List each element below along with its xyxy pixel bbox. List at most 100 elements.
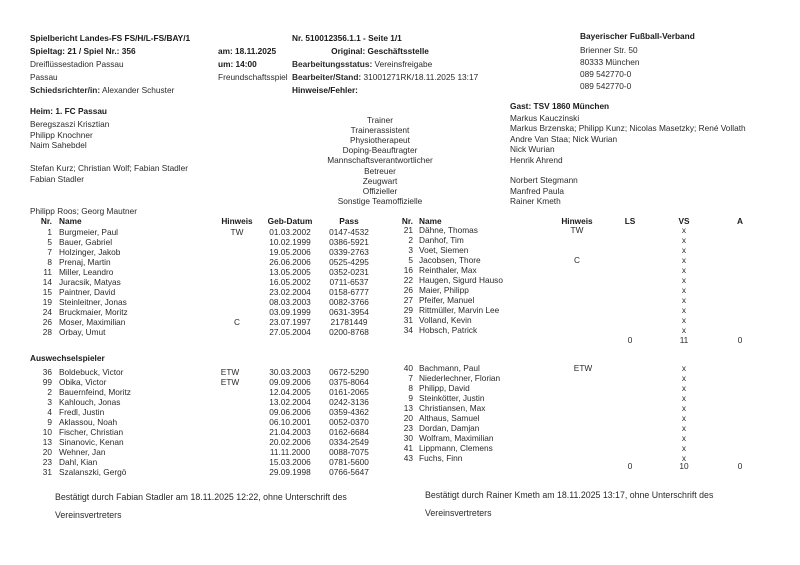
player-birthdate: 27.05.2004 <box>269 327 311 337</box>
status-value: Vereinsfreigabe <box>374 59 433 69</box>
col-header-nr: Nr. <box>401 216 413 226</box>
player-vs-mark: x <box>681 275 687 285</box>
player-name: Fredl, Justin <box>59 407 105 417</box>
subs-total-ls: 0 <box>627 461 633 471</box>
player-name: Wolfram, Maximilian <box>419 433 494 443</box>
guest-staff-entry: Markus Kauczinski <box>510 113 580 123</box>
player-hint: C <box>234 317 240 327</box>
player-number: 19 <box>42 297 52 307</box>
player-number: 15 <box>42 287 52 297</box>
player-number: 8 <box>47 257 52 267</box>
player-pass: 0525-4295 <box>329 257 369 267</box>
player-vs-mark: x <box>681 373 687 383</box>
col-header-vs: VS <box>678 216 690 226</box>
player-name: Aklassou, Noah <box>59 417 118 427</box>
player-number: 16 <box>403 265 413 275</box>
player-name: Lippmann, Clemens <box>419 443 493 453</box>
player-name: Haugen, Sigurd Hauso <box>419 275 503 285</box>
staff-role-label: Doping-Beauftragter <box>342 145 418 156</box>
player-name: Rittmüller, Marvin Lee <box>419 305 500 315</box>
player-birthdate: 12.04.2005 <box>269 387 311 397</box>
player-name: Juracsik, Matyas <box>59 277 121 287</box>
col-header-name: Name <box>59 216 82 226</box>
guest-staff-entry: Henrik Ahrend <box>510 154 563 165</box>
player-birthdate: 11.11.2000 <box>269 447 311 457</box>
player-hint: C <box>574 255 580 265</box>
player-birthdate: 03.09.1999 <box>269 307 311 317</box>
federation-name: Bayerischer Fußball-Verband <box>580 31 695 41</box>
player-pass: 0339-2763 <box>329 247 369 257</box>
player-name: Paintner, David <box>59 287 116 297</box>
total-a: 0 <box>737 335 743 345</box>
staff-role-label: Betreuer <box>364 165 396 176</box>
player-vs-mark: x <box>681 325 687 335</box>
player-number: 40 <box>403 363 413 373</box>
col-header-ls: LS <box>624 216 636 226</box>
player-name: Steinkötter, Justin <box>419 393 485 403</box>
home-staff-entry: Philipp Roos; Georg Mautner <box>30 205 137 216</box>
player-pass: 0161-2065 <box>329 387 369 397</box>
player-name: Bauernfeind, Moritz <box>59 387 131 397</box>
player-vs-mark: x <box>681 443 687 453</box>
match-time: um: 14:00 <box>218 59 257 69</box>
player-name: Christiansen, Max <box>419 403 486 413</box>
player-pass: 0052-0370 <box>329 417 369 427</box>
player-birthdate: 10.02.1999 <box>269 237 311 247</box>
player-number: 43 <box>403 453 413 463</box>
player-number: 99 <box>42 377 52 387</box>
player-birthdate: 30.03.2003 <box>269 367 311 377</box>
report-number: Nr. 510012356.1.1 - Seite 1/1 <box>292 33 402 43</box>
guest-confirmation-line2: Vereinsvertreters <box>425 508 492 518</box>
player-vs-mark: x <box>681 403 687 413</box>
player-name: Obika, Victor <box>59 377 107 387</box>
player-pass: 0162-6684 <box>329 427 369 437</box>
venue: Dreiflüssestadion Passau <box>30 59 124 69</box>
federation-phone: 089 542770-0 <box>580 69 632 79</box>
player-name: Reinthaler, Max <box>419 265 477 275</box>
player-pass: 0386-5921 <box>329 237 369 247</box>
player-number: 41 <box>403 443 413 453</box>
player-name: Fuchs, Finn <box>419 453 463 463</box>
guest-staff-entry: Andre Van Staa; Nick Wurian <box>510 133 618 144</box>
home-staff-entry: Stefan Kurz; Christian Wolf; Fabian Stad… <box>30 163 189 174</box>
player-name: Orbay, Umut <box>59 327 106 337</box>
player-name: Voet, Siemen <box>419 245 469 255</box>
col-header-a: A <box>737 216 743 226</box>
player-number: 10 <box>42 427 52 437</box>
player-birthdate: 06.10.2001 <box>269 417 311 427</box>
player-number: 27 <box>403 295 413 305</box>
home-staff-entry: Naim Sahebdel <box>30 140 87 151</box>
player-birthdate: 19.05.2006 <box>269 247 311 257</box>
player-name: Danhof, Tim <box>419 235 464 245</box>
player-vs-mark: x <box>681 453 687 463</box>
player-number: 28 <box>42 327 52 337</box>
matchday: Spieltag: 21 / Spiel Nr.: 356 <box>30 46 136 56</box>
player-number: 24 <box>42 307 52 317</box>
player-number: 5 <box>408 255 413 265</box>
player-name: Steinleitner, Jonas <box>59 297 127 307</box>
player-name: Dähne, Thomas <box>419 225 478 235</box>
player-number: 26 <box>42 317 52 327</box>
col-header-nr: Nr. <box>40 216 52 226</box>
player-birthdate: 09.06.2006 <box>269 407 311 417</box>
player-birthdate: 09.09.2006 <box>269 377 311 387</box>
player-pass: 0672-5290 <box>329 367 369 377</box>
player-number: 7 <box>47 247 52 257</box>
player-pass: 0082-3766 <box>329 297 369 307</box>
player-hint: TW <box>570 225 584 235</box>
player-number: 34 <box>403 325 413 335</box>
player-hint: TW <box>230 227 244 237</box>
player-birthdate: 23.02.2004 <box>269 287 311 297</box>
player-vs-mark: x <box>681 383 687 393</box>
notes-label: Hinweise/Fehler: <box>292 85 358 95</box>
player-birthdate: 08.03.2003 <box>269 297 311 307</box>
player-name: Bruckmaier, Moritz <box>59 307 128 317</box>
staff-role-label: Trainerassistent <box>350 125 410 136</box>
player-name: Volland, Kevin <box>419 315 472 325</box>
player-birthdate: 21.04.2003 <box>269 427 311 437</box>
federation-city: 80333 München <box>580 57 640 67</box>
staff-role-label: Physiotherapeut <box>350 135 410 146</box>
player-vs-mark: x <box>681 225 687 235</box>
original-label: Original: Geschäftsstelle <box>331 46 429 56</box>
player-pass: 0158-6777 <box>329 287 369 297</box>
